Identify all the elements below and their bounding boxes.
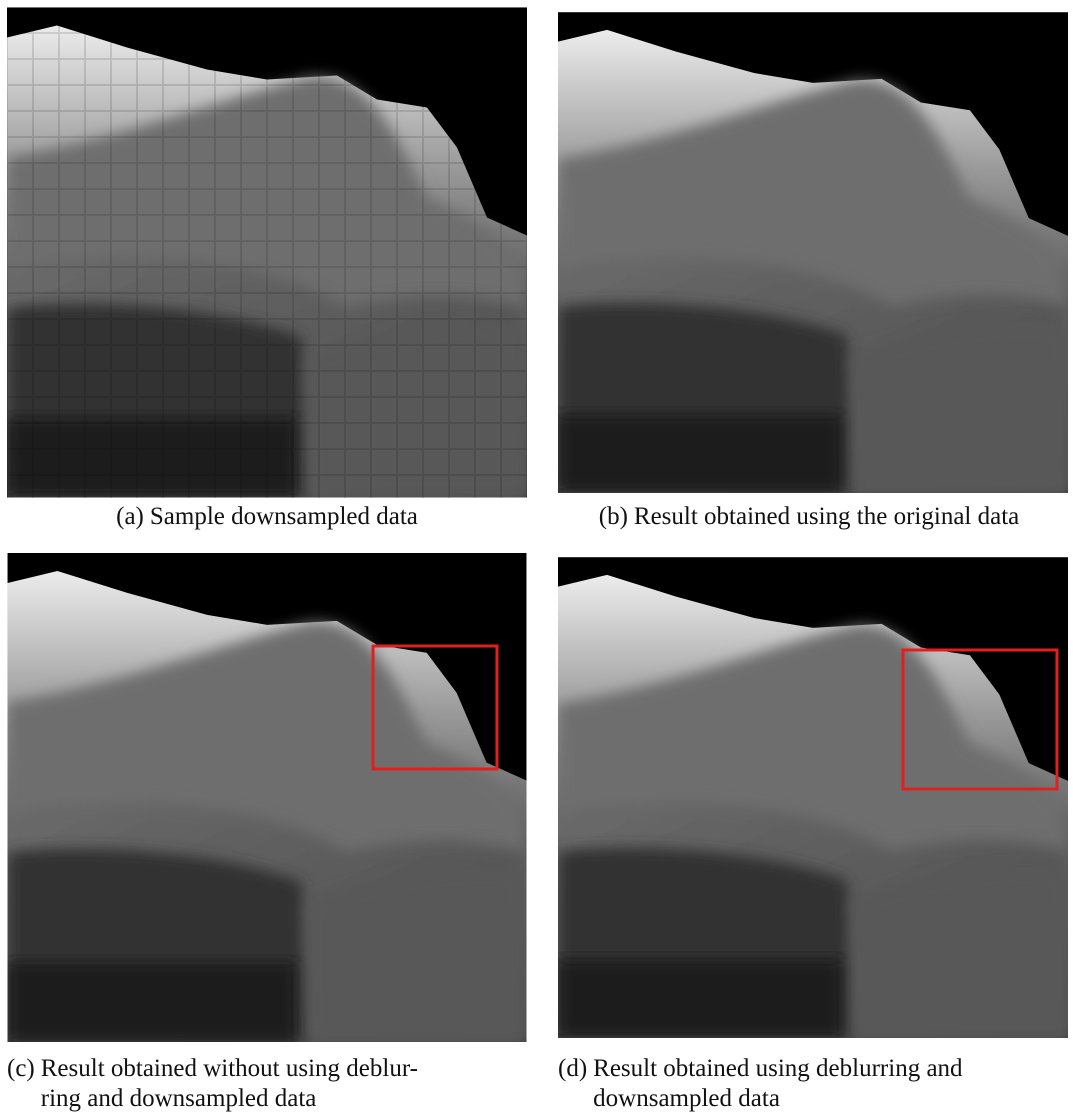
caption-label: (c) [7,1054,35,1114]
image-b [558,7,1068,498]
page: (a)Sample downsampled data (b)Result obt… [0,0,1073,1119]
image-d [558,553,1068,1042]
caption-line: Result obtained using the original data [634,502,1019,532]
caption-label: (a) [116,502,144,532]
caption-label: (b) [599,502,628,532]
caption-text: Result obtained without using deblur-rin… [41,1054,418,1114]
caption-text: Result obtained using the original data [634,502,1019,532]
image-a [7,7,527,498]
caption-line: Sample downsampled data [150,502,418,532]
caption-line: ring and downsampled data [41,1084,418,1114]
caption: (a)Sample downsampled data [7,502,527,532]
caption-text: Sample downsampled data [150,502,418,532]
caption-line: Result obtained without using deblur- [41,1054,418,1084]
image-c [7,553,527,1042]
caption: (b)Result obtained using the original da… [545,502,1073,532]
caption: (c)Result obtained without using deblur-… [7,1054,527,1114]
caption-line: Result obtained using deblurring and [593,1054,962,1084]
caption-label: (d) [558,1054,587,1114]
caption-line: downsampled data [593,1084,962,1114]
